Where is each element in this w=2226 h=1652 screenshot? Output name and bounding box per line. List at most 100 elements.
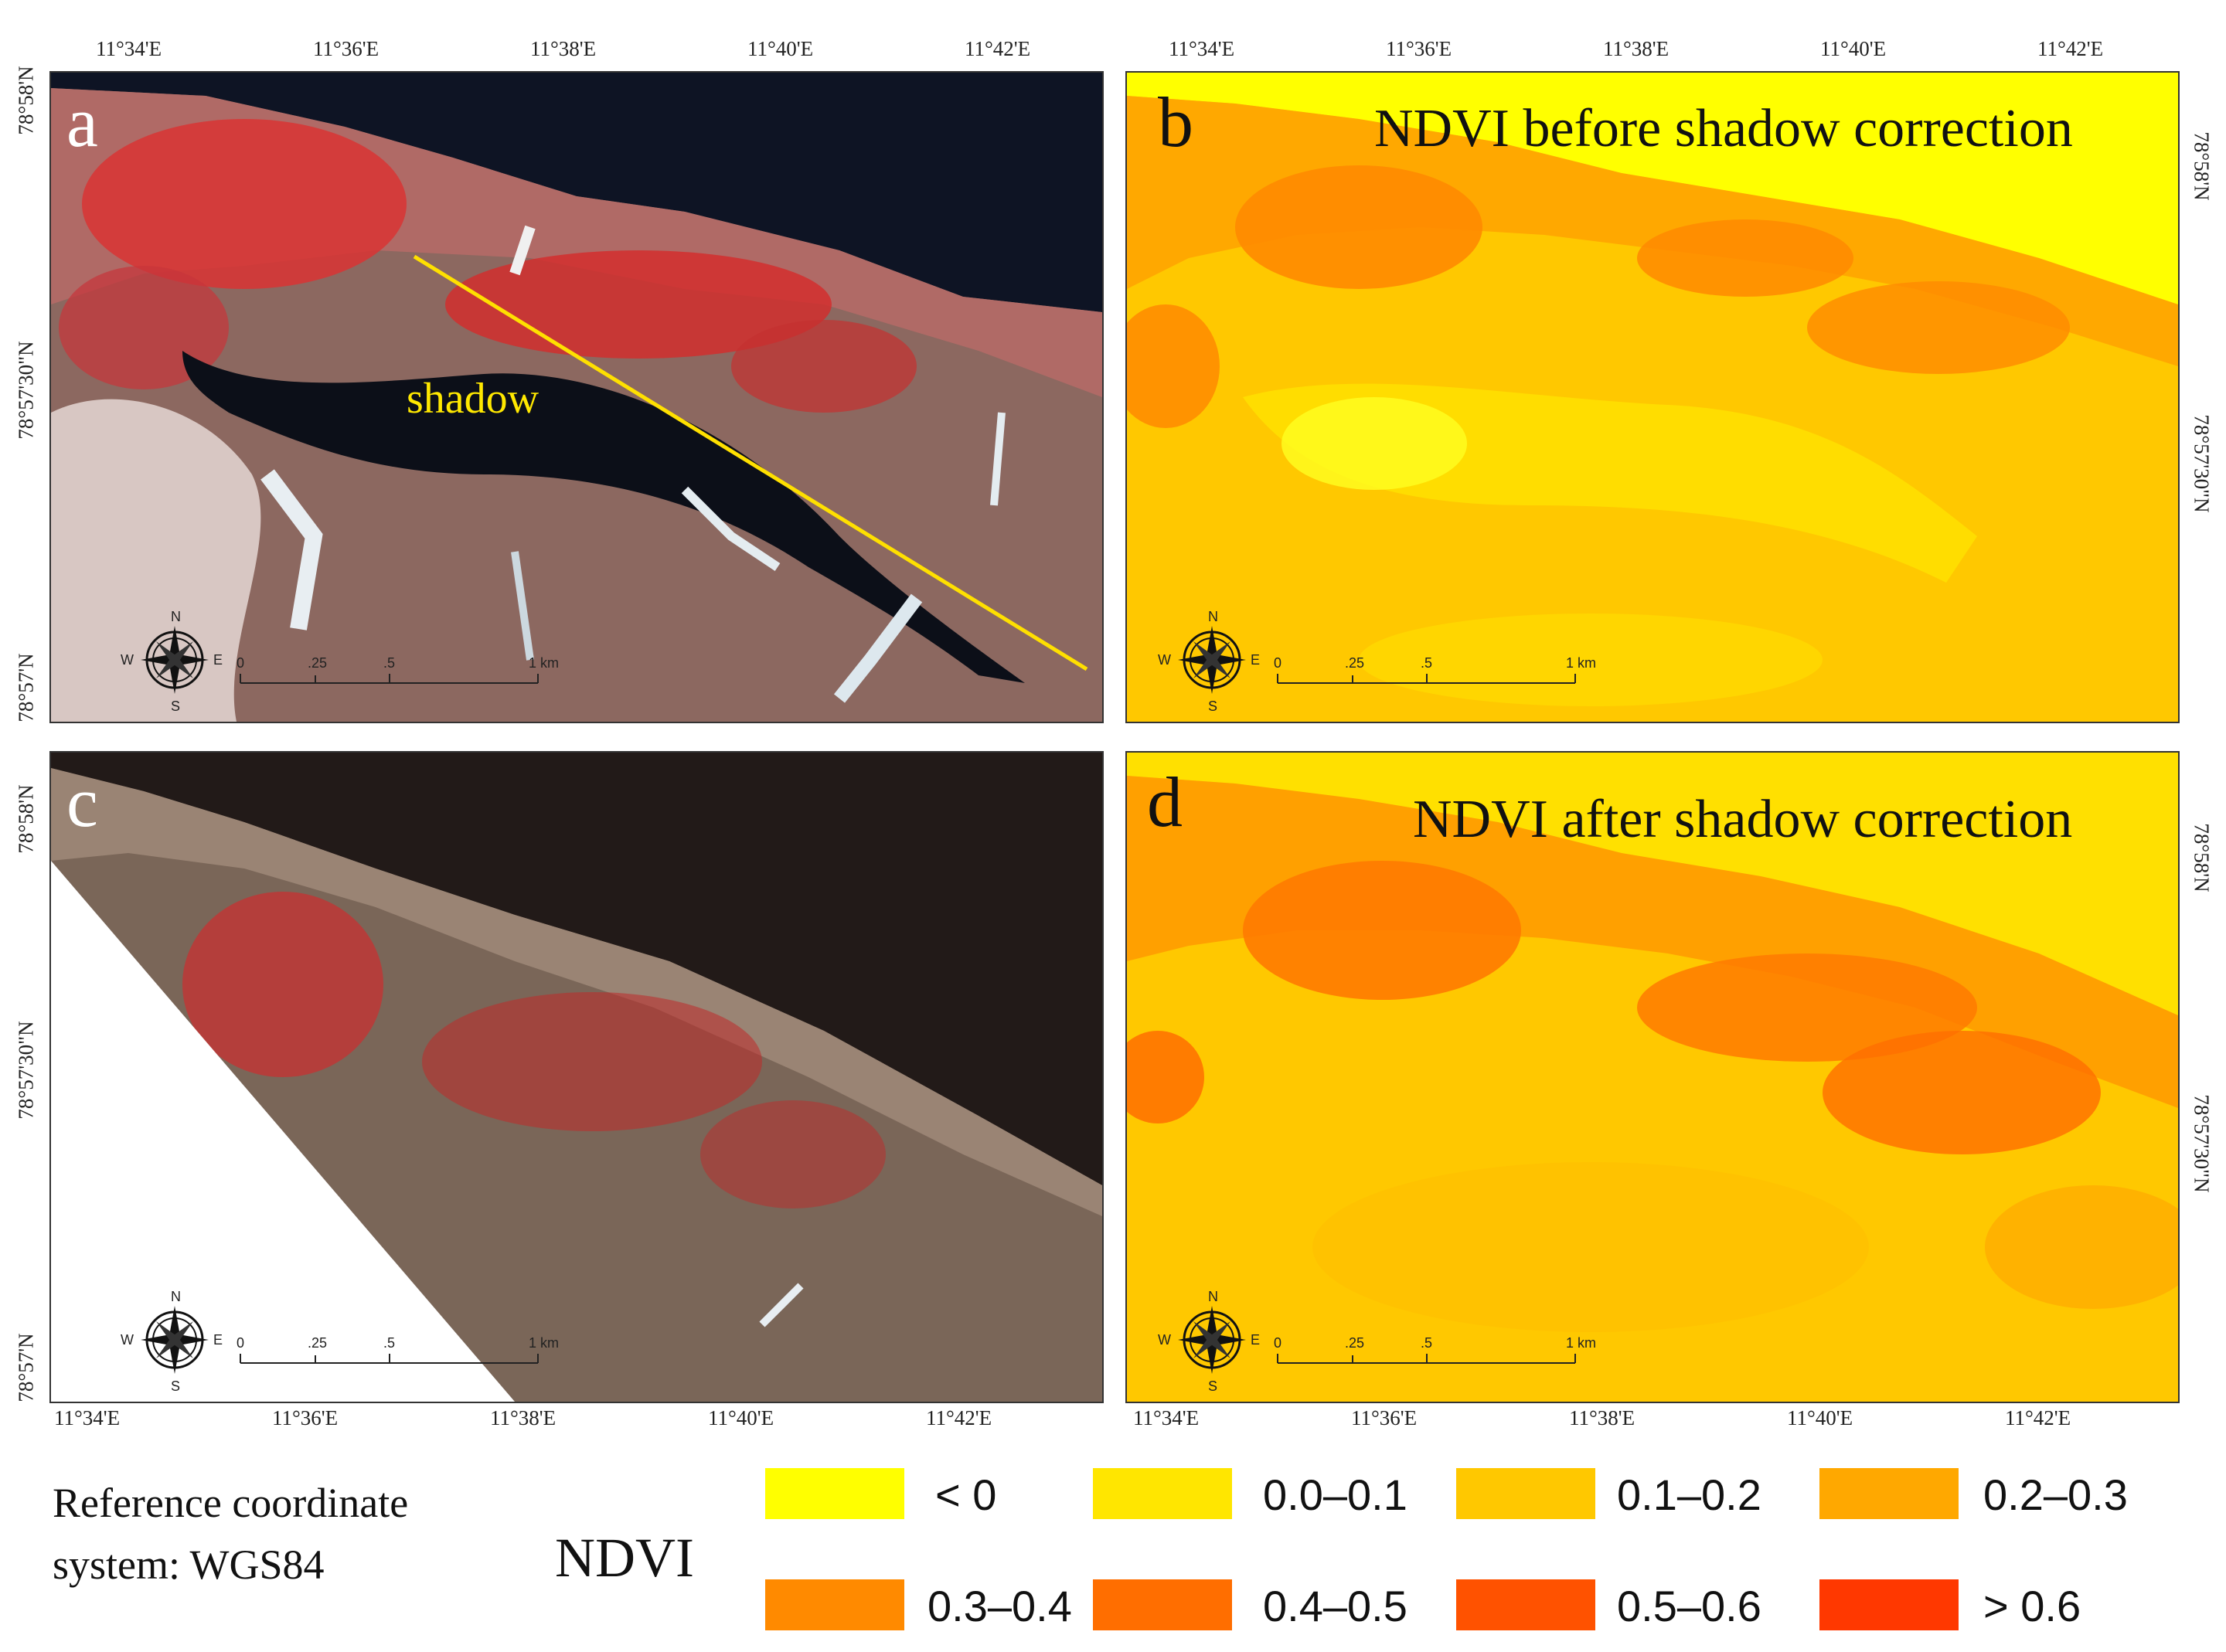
scale-tick-0: 0 bbox=[1274, 655, 1281, 671]
top-right-lon-tick: 11°34'E bbox=[1169, 37, 1235, 60]
scale-tick-05: .5 bbox=[383, 1335, 395, 1351]
bottom-right-lon-tick: 11°42'E bbox=[2005, 1406, 2071, 1429]
lat-tick-right: 78°57'30"N bbox=[2190, 1094, 2214, 1193]
legend-swatch bbox=[1819, 1468, 1959, 1519]
compass-w: W bbox=[1158, 1332, 1171, 1348]
lat-tick-left: 78°57'30"N bbox=[14, 1021, 38, 1120]
panel-b-map-furniture: N S E W 0 .25 .5 1 km bbox=[1142, 606, 1637, 714]
legend-label: 0.1–0.2 bbox=[1617, 1470, 1761, 1519]
scale-tick-025: .25 bbox=[1345, 655, 1364, 671]
bottom-right-lon-tick: 11°40'E bbox=[1787, 1406, 1853, 1429]
bottom-left-lon-tick: 11°40'E bbox=[708, 1406, 774, 1429]
top-left-lon-tick: 11°38'E bbox=[530, 37, 597, 60]
compass-s: S bbox=[171, 1378, 180, 1394]
top-right-lon-tick: 11°36'E bbox=[1386, 37, 1452, 60]
panel-b-label: b bbox=[1158, 83, 1193, 161]
scale-tick-0: 0 bbox=[237, 1335, 244, 1351]
bottom-left-lon-tick: 11°42'E bbox=[926, 1406, 992, 1429]
bottom-left-lon-tick: 11°36'E bbox=[272, 1406, 339, 1429]
shadow-annotation: shadow bbox=[407, 375, 539, 423]
panel-d-map-furniture: N S E W 0 .25 .5 1 km bbox=[1142, 1286, 1637, 1394]
compass-s: S bbox=[1208, 699, 1217, 714]
legend-swatch bbox=[1819, 1579, 1959, 1630]
legend-swatch bbox=[1456, 1579, 1595, 1630]
scale-tick-0: 0 bbox=[237, 655, 244, 671]
top-right-lon-tick: 11°40'E bbox=[1820, 37, 1887, 60]
top-left-lon-tick: 11°34'E bbox=[96, 37, 162, 60]
reference-line-2: system: WGS84 bbox=[53, 1542, 325, 1588]
compass-e: E bbox=[1251, 652, 1260, 668]
panel-a-image bbox=[51, 73, 1102, 722]
bottom-right-lon-tick: 11°38'E bbox=[1569, 1406, 1635, 1429]
legend-label: 0.3–0.4 bbox=[928, 1582, 1072, 1630]
compass-s: S bbox=[1208, 1378, 1217, 1394]
scale-tick-05: .5 bbox=[383, 655, 395, 671]
legend-label: 0.2–0.3 bbox=[1983, 1470, 2128, 1519]
bottom-right-lon-tick: 11°36'E bbox=[1351, 1406, 1418, 1429]
lat-tick-right: 78°58'N bbox=[2190, 131, 2214, 201]
lat-tick-left: 78°57'N bbox=[14, 1333, 38, 1402]
compass-w: W bbox=[121, 1332, 134, 1348]
panel-b-title: NDVI before shadow correction bbox=[1374, 99, 2073, 158]
panel-c-image bbox=[51, 753, 1102, 1402]
panel-b-ndvi-before: b NDVI before shadow correction N S E W bbox=[1125, 71, 2180, 723]
scale-tick-1km: 1 km bbox=[529, 655, 559, 671]
legend-swatch bbox=[1093, 1579, 1232, 1630]
legend-swatch bbox=[765, 1468, 904, 1519]
top-right-lon-tick: 11°42'E bbox=[2037, 37, 2104, 60]
compass-w: W bbox=[121, 652, 134, 668]
scale-bar: 0 .25 .5 1 km bbox=[237, 1335, 559, 1364]
lat-tick-left: 78°57'N bbox=[14, 653, 38, 722]
compass-n: N bbox=[1208, 609, 1218, 624]
scale-tick-05: .5 bbox=[1421, 1335, 1432, 1351]
panel-a-label: a bbox=[66, 83, 98, 161]
compass-rose: N S E W 0 .25 .5 1 km bbox=[1158, 1289, 1596, 1394]
panel-d-label: d bbox=[1147, 763, 1183, 841]
scale-tick-025: .25 bbox=[308, 655, 327, 671]
legend-swatch bbox=[765, 1579, 904, 1630]
compass-rose: N S E W 0 .25 .5 1 km bbox=[121, 609, 559, 714]
reference-coordinate-note: Reference coordinate system: WGS84 bbox=[53, 1472, 408, 1596]
lat-tick-left: 78°57'30"N bbox=[14, 341, 38, 440]
compass-n: N bbox=[171, 609, 181, 624]
compass-e: E bbox=[213, 652, 223, 668]
panel-c-label: c bbox=[66, 763, 98, 841]
bottom-right-lon-tick: 11°34'E bbox=[1133, 1406, 1200, 1429]
panel-a-map-furniture: N S E W 0 .25 .5 1 km bbox=[105, 606, 600, 714]
top-left-lon-tick: 11°40'E bbox=[747, 37, 814, 60]
reference-line-1: Reference coordinate bbox=[53, 1480, 409, 1526]
scale-tick-1km: 1 km bbox=[1566, 655, 1596, 671]
legend-swatch bbox=[1093, 1468, 1232, 1519]
top-left-lon-tick: 11°42'E bbox=[965, 37, 1031, 60]
panel-d-ndvi-after: d NDVI after shadow correction N S E W bbox=[1125, 751, 2180, 1403]
panel-d-title: NDVI after shadow correction bbox=[1413, 790, 2073, 849]
top-right-lon-tick: 11°38'E bbox=[1603, 37, 1670, 60]
legend-label: 0.4–0.5 bbox=[1263, 1582, 1407, 1630]
scale-tick-025: .25 bbox=[308, 1335, 327, 1351]
scale-bar: 0 .25 .5 1 km bbox=[1274, 655, 1596, 684]
compass-rose: N S E W 0 .25 .5 1 km bbox=[121, 1289, 559, 1394]
legend-title: NDVI bbox=[555, 1527, 694, 1589]
bottom-left-lon-tick: 11°34'E bbox=[54, 1406, 121, 1429]
scale-bar: 0 .25 .5 1 km bbox=[237, 655, 559, 684]
legend-label: < 0 bbox=[935, 1470, 997, 1519]
compass-e: E bbox=[213, 1332, 223, 1348]
scale-tick-1km: 1 km bbox=[1566, 1335, 1596, 1351]
panel-c-false-color-image: c N S E W 0 .25 bbox=[49, 751, 1104, 1403]
legend-swatch bbox=[1456, 1468, 1595, 1519]
compass-w: W bbox=[1158, 652, 1171, 668]
compass-e: E bbox=[1251, 1332, 1260, 1348]
panel-c-map-furniture: N S E W 0 .25 .5 1 km bbox=[105, 1286, 600, 1394]
bottom-left-lon-tick: 11°38'E bbox=[490, 1406, 556, 1429]
legend-label: > 0.6 bbox=[1983, 1582, 2081, 1630]
legend-label: 0.5–0.6 bbox=[1617, 1582, 1761, 1630]
panel-b-image bbox=[1127, 73, 2178, 722]
compass-n: N bbox=[171, 1289, 181, 1304]
panel-a-false-color-image: a shadow N S E W 0 .25 bbox=[49, 71, 1104, 723]
compass-rose: N S E W 0 .25 .5 1 km bbox=[1158, 609, 1596, 714]
scale-tick-05: .5 bbox=[1421, 655, 1432, 671]
lat-tick-left: 78°58'N bbox=[14, 784, 38, 854]
panel-d-image bbox=[1127, 753, 2178, 1402]
compass-s: S bbox=[171, 699, 180, 714]
lat-tick-right: 78°57'30"N bbox=[2190, 414, 2214, 513]
